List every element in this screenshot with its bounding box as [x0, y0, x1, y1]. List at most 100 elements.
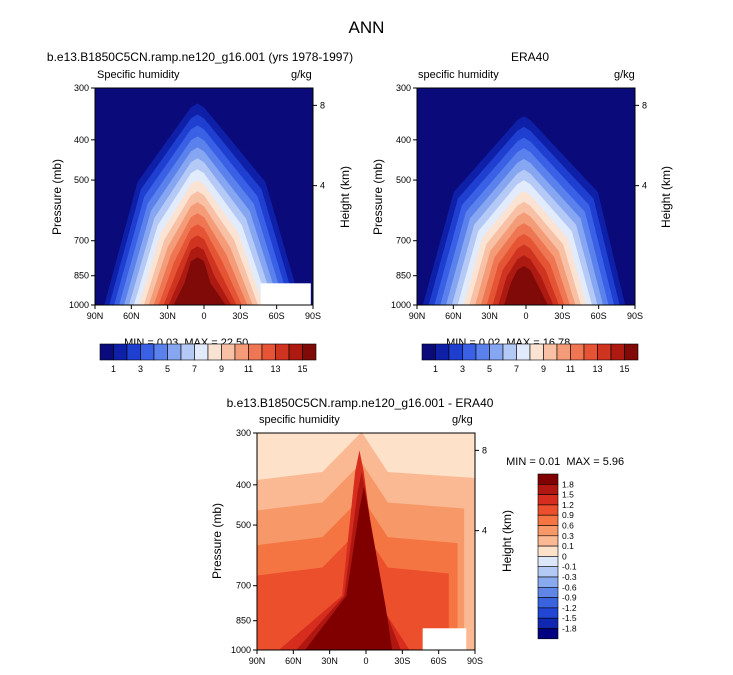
- colorbar-label: -0.1: [562, 562, 577, 572]
- colorbar-box: [248, 343, 263, 361]
- y-tick-label: 400: [74, 135, 89, 145]
- colorbar-label: 1: [111, 364, 116, 374]
- y-tick-label: 400: [396, 135, 411, 145]
- x-tick-label: 30N: [321, 656, 338, 666]
- colorbar-box: [421, 343, 436, 361]
- x-tick-label: 60S: [431, 656, 447, 666]
- panel3-max-value: 5.96: [602, 456, 625, 468]
- y-tick-label: 700: [74, 236, 89, 246]
- colorbar-box: [537, 576, 559, 588]
- panel2-title: ERA40: [510, 50, 550, 64]
- contour-band: [504, 265, 548, 305]
- colorbar-label: -1.8: [562, 624, 577, 634]
- colorbar-box: [537, 566, 559, 578]
- panel3-title: b.e13.B1850C5CN.ramp.ne120_g16.001 - ERA…: [226, 396, 494, 410]
- colorbar-box: [153, 343, 168, 361]
- y-tick-label: 300: [74, 83, 89, 93]
- y-tick-label: 300: [396, 83, 411, 93]
- colorbar-box: [167, 343, 182, 361]
- colorbar-box: [475, 343, 490, 361]
- y-tick-label: 500: [396, 175, 411, 185]
- colorbar-label: 1.2: [562, 500, 574, 510]
- colorbar-box: [597, 343, 612, 361]
- panel3-plot: 90N 60N 30N 0 30S 60S 90S 300 400 500 700 850 1000 8 4: [231, 428, 487, 666]
- colorbar-label: 11: [566, 364, 575, 374]
- colorbar-box: [140, 343, 155, 361]
- panel1-left-label: Specific humidity: [97, 69, 180, 81]
- colorbar-box: [180, 343, 195, 361]
- y-tick-label: 1000: [391, 300, 411, 310]
- colorbar-label: 1.8: [562, 479, 574, 489]
- colorbar-box: [113, 343, 128, 361]
- colorbar-box: [537, 545, 559, 557]
- colorbar-box: [99, 343, 114, 361]
- colorbar-label: -1.5: [562, 613, 577, 623]
- panel3-right-label: g/kg: [452, 414, 473, 426]
- x-tick-label: 30S: [554, 311, 570, 321]
- colorbar-label: 0.3: [562, 531, 574, 541]
- colorbar-box: [537, 484, 559, 495]
- colorbar-box: [207, 343, 222, 361]
- missing-data-mask: [260, 283, 311, 305]
- x-tick-label: 60N: [445, 311, 462, 321]
- x-tick-label: 90N: [87, 311, 104, 321]
- panel3-y2label: Height (km): [500, 510, 514, 573]
- contour-band: [304, 487, 393, 650]
- y-tick-label: 500: [74, 175, 89, 185]
- colorbar-label: -0.6: [562, 582, 577, 592]
- colorbar-box: [537, 525, 559, 537]
- panel2-left-label: specific humidity: [418, 69, 499, 81]
- panel1-title: b.e13.B1850C5CN.ramp.ne120_g16.001 (yrs …: [46, 50, 354, 64]
- colorbar-label: 9: [219, 364, 224, 374]
- colorbar-label: 15: [619, 364, 629, 374]
- colorbar-box: [537, 587, 559, 598]
- x-tick-label: 60N: [285, 656, 302, 666]
- x-tick-label: 60N: [123, 311, 140, 321]
- x-tick-label: 30S: [232, 311, 248, 321]
- colorbar-label: 5: [165, 364, 170, 374]
- colorbar-box: [194, 343, 209, 361]
- colorbar-box: [516, 343, 531, 361]
- colorbar-label: 1: [433, 364, 438, 374]
- x-tick-label: 30N: [159, 311, 176, 321]
- colorbar-box: [221, 343, 236, 361]
- panel3-left-label: specific humidity: [259, 414, 340, 426]
- colorbar-label: 5: [487, 364, 492, 374]
- y-tick-label: 850: [236, 616, 251, 626]
- colorbar-label: 0.1: [562, 541, 574, 551]
- x-tick-label: 90N: [409, 311, 426, 321]
- panel2-plot: 90N 60N 30N 0 30S 60S 90S 300 400 500 700 850 1000 8 4: [391, 83, 647, 321]
- colorbar-label: 3: [138, 364, 143, 374]
- colorbar-box: [462, 343, 477, 361]
- colorbar-box: [537, 597, 559, 609]
- colorbar-box: [261, 343, 276, 361]
- panel3-minmax: MIN = 0.01 MAX = 5.96: [500, 444, 624, 468]
- colorbar-box: [302, 343, 317, 361]
- x-tick-label: 0: [523, 311, 528, 321]
- colorbar-box: [288, 343, 303, 361]
- colorbar-box: [537, 617, 559, 629]
- colorbar-label: 9: [541, 364, 546, 374]
- colorbar-box: [537, 628, 559, 640]
- panel1-right-label: g/kg: [291, 69, 312, 81]
- panel3-max-label: MAX =: [566, 456, 603, 468]
- colorbar-box: [583, 343, 598, 361]
- colorbar-label: 3: [460, 364, 465, 374]
- colorbar-label: -0.3: [562, 572, 577, 582]
- colorbar-box: [275, 343, 290, 361]
- y2-tick-label: 8: [482, 445, 487, 455]
- colorbar-label: 7: [192, 364, 197, 374]
- colorbar-box: [234, 343, 249, 361]
- colorbar-box: [610, 343, 625, 361]
- contour-band: [173, 257, 226, 305]
- y-tick-label: 850: [396, 271, 411, 281]
- colorbar-label: 1.5: [562, 490, 574, 500]
- x-tick-label: 0: [201, 311, 206, 321]
- panel1-plot: 90N 60N 30N 0 30S 60S 90S 300 400 500 700 850 1000 8 4: [69, 83, 325, 321]
- y2-tick-label: 4: [320, 181, 325, 191]
- x-tick-label: 30N: [481, 311, 498, 321]
- y2-tick-label: 4: [642, 181, 647, 191]
- colorbar-label: 0.6: [562, 521, 574, 531]
- panel2-colorbar: 1 3 5 7 9 11 13 15: [421, 343, 639, 374]
- panel2-right-label: g/kg: [614, 69, 635, 81]
